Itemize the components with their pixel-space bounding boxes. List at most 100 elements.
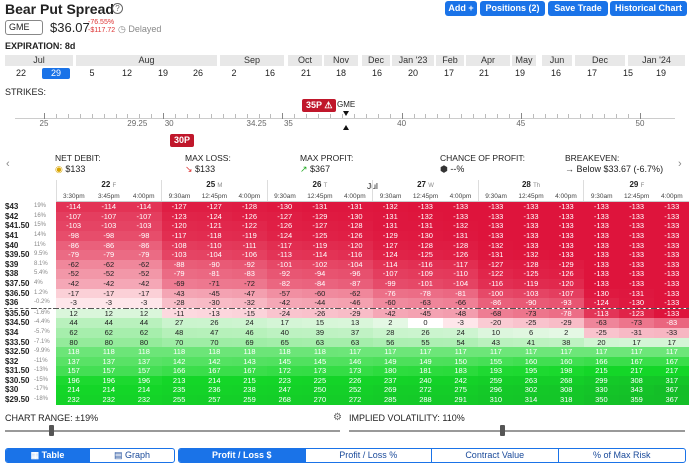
pl-cell[interactable]: -128: [231, 201, 268, 212]
pl-cell[interactable]: 196: [56, 375, 92, 386]
pl-cell[interactable]: -114: [302, 250, 338, 260]
pl-cell[interactable]: 41: [513, 337, 549, 348]
pl-cell[interactable]: -123: [161, 211, 197, 222]
pl-cell[interactable]: 12: [126, 308, 162, 319]
pl-cell[interactable]: -130: [407, 230, 444, 241]
pl-cell[interactable]: 350: [583, 395, 619, 405]
pl-cell[interactable]: -98: [91, 230, 127, 241]
pl-cell[interactable]: 193: [478, 366, 514, 376]
pl-cell[interactable]: -33: [654, 327, 690, 338]
pl-cell[interactable]: -103: [513, 288, 549, 299]
pl-cell[interactable]: -46: [337, 298, 373, 309]
chart-range-handle[interactable]: [48, 425, 54, 436]
pl-cell[interactable]: -117: [267, 240, 303, 251]
pl-cell[interactable]: -79: [161, 269, 197, 279]
pl-cell[interactable]: 24: [231, 318, 268, 328]
pl-cell[interactable]: -127: [267, 211, 303, 222]
pl-cell[interactable]: 80: [91, 337, 127, 348]
pl-cell[interactable]: -133: [654, 269, 690, 279]
pl-cell[interactable]: 343: [619, 385, 655, 396]
pl-cell[interactable]: 272: [407, 385, 444, 396]
expiration-date[interactable]: 26: [192, 68, 203, 78]
pl-cell[interactable]: -25: [513, 318, 549, 328]
pl-cell[interactable]: -121: [196, 221, 232, 231]
pl-cell[interactable]: 270: [302, 395, 338, 405]
pl-cell[interactable]: -101: [407, 278, 444, 289]
pl-cell[interactable]: -131: [302, 201, 338, 212]
pl-cell[interactable]: -42: [56, 278, 92, 289]
pl-cell[interactable]: 117: [548, 347, 584, 357]
pl-cell[interactable]: 275: [443, 385, 479, 396]
pl-cell[interactable]: -133: [654, 221, 690, 231]
pl-cell[interactable]: 137: [126, 356, 162, 367]
pl-cell[interactable]: -30: [196, 298, 232, 309]
pl-cell[interactable]: -133: [478, 201, 514, 212]
pl-cell[interactable]: -126: [267, 221, 303, 231]
expiration-date[interactable]: 16: [550, 68, 561, 78]
pl-cell[interactable]: 183: [443, 366, 479, 376]
pl-cell[interactable]: -107: [548, 288, 584, 299]
pl-cell[interactable]: 6: [513, 327, 549, 338]
pl-cell[interactable]: -133: [654, 288, 690, 299]
pl-cell[interactable]: -120: [337, 240, 373, 251]
pl-cell[interactable]: -133: [619, 240, 655, 251]
pl-cell[interactable]: 54: [443, 337, 479, 348]
pl-cell[interactable]: -42: [91, 278, 127, 289]
pl-cell[interactable]: -126: [443, 250, 479, 260]
pl-cell[interactable]: -131: [619, 288, 655, 299]
pl-cell[interactable]: 56: [372, 337, 408, 348]
pl-cell[interactable]: -133: [583, 269, 619, 279]
pl-cell[interactable]: 37: [337, 327, 373, 338]
pl-cell[interactable]: -110: [443, 269, 479, 279]
pl-cell[interactable]: -119: [513, 278, 549, 289]
pl-cell[interactable]: -130: [267, 201, 303, 212]
pl-cell[interactable]: 65: [267, 337, 303, 348]
chart-range-slider[interactable]: [5, 430, 340, 432]
pl-cell[interactable]: -126: [548, 269, 584, 279]
pl-cell[interactable]: -133: [513, 240, 549, 251]
pl-cell[interactable]: 155: [478, 356, 514, 367]
pl-cell[interactable]: -133: [443, 211, 479, 222]
pl-cell[interactable]: 70: [161, 337, 197, 348]
pl-cell[interactable]: 10: [478, 327, 514, 338]
pl-cell[interactable]: 302: [513, 385, 549, 396]
pl-cell[interactable]: 242: [443, 375, 479, 386]
pl-cell[interactable]: -133: [619, 211, 655, 222]
pl-cell[interactable]: 196: [91, 375, 127, 386]
expiration-date[interactable]: 2: [231, 68, 237, 78]
pl-cell[interactable]: -132: [372, 201, 408, 212]
pl-cell[interactable]: -114: [126, 201, 162, 212]
pl-cell[interactable]: -122: [478, 269, 514, 279]
pl-cell[interactable]: 70: [196, 337, 232, 348]
pl-cell[interactable]: -82: [267, 278, 303, 289]
pl-cell[interactable]: 272: [337, 395, 373, 405]
pl-cell[interactable]: -20: [478, 318, 514, 328]
pl-cell[interactable]: -133: [513, 230, 549, 241]
pl-cell[interactable]: -26: [302, 308, 338, 319]
pl-cell[interactable]: 157: [56, 366, 92, 376]
pl-cell[interactable]: 117: [372, 347, 408, 357]
pl-cell[interactable]: -32: [231, 298, 268, 309]
pl-cell[interactable]: -133: [654, 259, 690, 270]
pl-cell[interactable]: -127: [372, 240, 408, 251]
pl-cell[interactable]: 38: [548, 337, 584, 348]
pl-cell[interactable]: -100: [478, 288, 514, 299]
pl-cell[interactable]: -66: [443, 298, 479, 309]
pl-cell[interactable]: -128: [513, 259, 549, 270]
pl-cell[interactable]: 213: [161, 375, 197, 386]
pl-cell[interactable]: 117: [583, 347, 619, 357]
pl-cell[interactable]: -104: [337, 259, 373, 270]
pl-cell[interactable]: -124: [583, 298, 619, 309]
pl-cell[interactable]: -133: [583, 221, 619, 231]
pl-cell[interactable]: -125: [407, 250, 444, 260]
pl-cell[interactable]: 149: [372, 356, 408, 367]
pl-cell[interactable]: -133: [548, 250, 584, 260]
pl-cell[interactable]: -3: [443, 318, 479, 328]
pl-cell[interactable]: 250: [302, 385, 338, 396]
pl-cell[interactable]: -62: [91, 259, 127, 270]
pl-cell[interactable]: -92: [267, 269, 303, 279]
pl-cell[interactable]: 55: [407, 337, 444, 348]
pl-cell[interactable]: -102: [302, 259, 338, 270]
tab-profit-loss-dollar[interactable]: Profit / Loss $: [179, 449, 306, 462]
pl-cell[interactable]: 118: [56, 347, 92, 357]
